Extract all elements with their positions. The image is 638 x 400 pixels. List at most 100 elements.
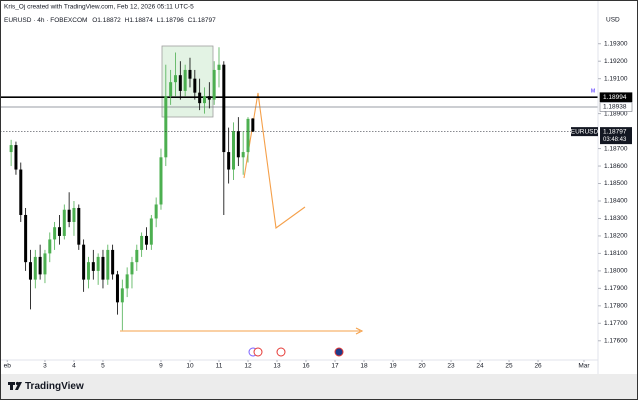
candle-body xyxy=(144,235,148,245)
candle-body xyxy=(67,209,71,222)
x-tick-label: 17 xyxy=(331,363,339,370)
candle-body xyxy=(38,256,42,275)
candle-body xyxy=(231,131,235,170)
candle-body xyxy=(82,244,86,280)
candle-body xyxy=(48,239,52,254)
candle-body xyxy=(212,69,216,100)
y-tick-label: 1.18200 xyxy=(604,233,628,240)
logo-part xyxy=(15,382,22,390)
candle-body xyxy=(149,218,153,245)
price-label: 1.18994 xyxy=(603,94,627,101)
plot-area xyxy=(0,45,598,357)
candle-body xyxy=(33,256,37,280)
ohlc-open: O1.18872 xyxy=(92,17,121,24)
candle-body xyxy=(125,274,129,289)
x-tick-label: 9 xyxy=(159,363,163,370)
x-tick-label: 13 xyxy=(273,363,281,370)
candle-body xyxy=(227,152,231,170)
candle-body xyxy=(183,69,187,91)
ohlc-close: C1.18797 xyxy=(188,17,217,24)
marker: M xyxy=(591,89,596,95)
x-tick-label: 4 xyxy=(72,363,76,370)
brand: TradingView xyxy=(25,381,84,392)
last-symbol: EURUSD xyxy=(571,128,599,135)
candle-body xyxy=(202,96,206,104)
candle-body xyxy=(28,262,32,280)
y-tick-label: 1.18400 xyxy=(604,198,628,205)
x-tick-label: 18 xyxy=(360,363,368,370)
y-tick-label: 1.18100 xyxy=(604,250,628,257)
y-tick-label: 1.17800 xyxy=(604,303,628,310)
y-tick-label: 1.18300 xyxy=(604,215,628,222)
x-tick-label: 12 xyxy=(244,363,252,370)
candle-body xyxy=(111,249,115,275)
candle-body xyxy=(62,209,66,236)
candle-body xyxy=(86,262,90,280)
candle-body xyxy=(115,274,119,303)
footer-bar xyxy=(0,374,638,400)
y-tick-label: 1.18600 xyxy=(604,163,628,170)
candle-body xyxy=(19,169,23,215)
last-price-box xyxy=(600,127,632,145)
candle-body xyxy=(222,64,226,153)
candle-body xyxy=(91,262,95,271)
y-tick-label: 1.19200 xyxy=(604,58,628,65)
x-tick-label: 3 xyxy=(43,363,47,370)
zone-rectangle xyxy=(161,45,214,118)
candle-body xyxy=(140,235,144,250)
y-tick-label: 1.18900 xyxy=(604,110,628,117)
y-tick-label: 1.19300 xyxy=(604,40,628,47)
event-icon xyxy=(334,347,344,357)
y-tick-label: 1.18700 xyxy=(604,145,628,152)
candle-body xyxy=(169,82,173,97)
y-tick-label: 1.17700 xyxy=(604,320,628,327)
candle-body xyxy=(96,256,100,271)
event-icon xyxy=(253,347,263,357)
x-tick-label: 5 xyxy=(101,363,105,370)
candle-body xyxy=(241,152,245,158)
candle-body xyxy=(9,145,13,153)
x-tick-label: 25 xyxy=(505,363,513,370)
candle-body xyxy=(246,118,250,153)
candle-body xyxy=(188,69,192,79)
candle-body xyxy=(53,227,57,240)
y-tick-label: 1.17600 xyxy=(604,337,628,344)
y-tick-label: 1.18000 xyxy=(604,268,628,275)
candle-body xyxy=(24,214,28,263)
x-tick-label: 10 xyxy=(186,363,194,370)
candle-body xyxy=(164,96,168,158)
price-label: 1.18938 xyxy=(603,104,627,111)
x-tick-label: Mar xyxy=(578,363,590,370)
candle-body xyxy=(14,145,18,170)
candle-body xyxy=(72,207,76,222)
candle-body xyxy=(207,96,211,100)
x-tick-label: 19 xyxy=(389,363,397,370)
currency: USD xyxy=(606,17,620,24)
brand-logo xyxy=(8,381,22,390)
logo-part xyxy=(10,382,13,390)
legend: EURUSD · 4h · FOBEXCOM O1.18872 H1.18874… xyxy=(4,17,216,24)
ohlc-high: H1.18874 xyxy=(125,17,154,24)
author-line: Kris_Oj created with TradingView.com, Fe… xyxy=(4,4,194,11)
candle-body xyxy=(57,227,61,236)
candle-body xyxy=(106,249,110,280)
x-tick-label: 24 xyxy=(476,363,484,370)
candle-body xyxy=(130,262,134,275)
last-symbol-box xyxy=(571,127,598,137)
candle-body xyxy=(135,249,139,263)
candle-body xyxy=(101,256,105,280)
y-tick-label: 1.17900 xyxy=(604,285,628,292)
y-tick-label: 1.18500 xyxy=(604,180,628,187)
candle-body xyxy=(77,207,81,245)
symbol: EURUSD · 4h · FOBEXCOM xyxy=(4,17,87,24)
candle-body xyxy=(43,253,47,275)
projection-path xyxy=(243,92,306,229)
candle-body xyxy=(120,288,124,303)
candle-body xyxy=(173,75,177,83)
countdown: 03:48:43 xyxy=(603,137,627,143)
candle-body xyxy=(217,64,221,70)
ohlc-low: L1.18796 xyxy=(157,17,184,24)
